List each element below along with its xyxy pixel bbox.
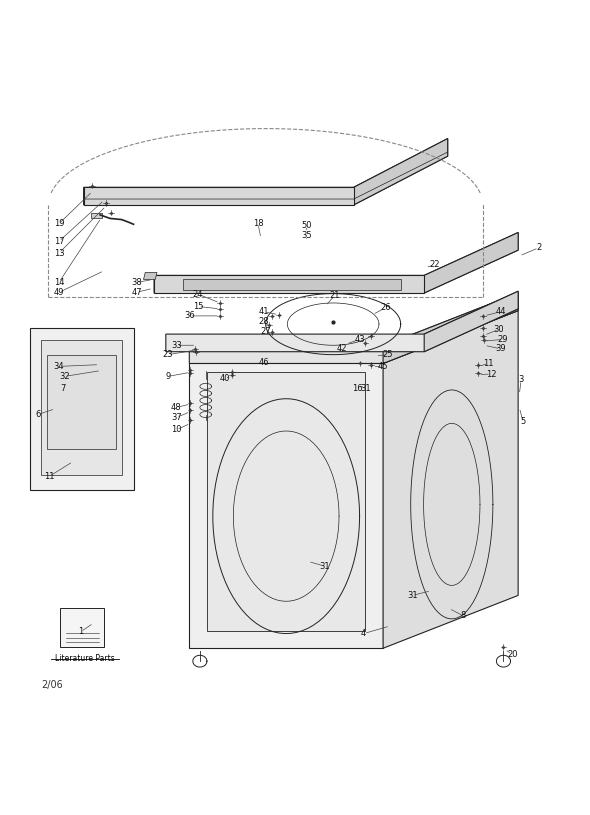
Text: 34: 34 [54, 362, 64, 371]
Text: 23: 23 [163, 350, 173, 359]
Polygon shape [183, 280, 401, 290]
Text: 2/06: 2/06 [41, 680, 63, 689]
Text: 40: 40 [219, 373, 230, 382]
Text: 47: 47 [131, 288, 142, 297]
Text: 31: 31 [360, 384, 371, 393]
Polygon shape [91, 213, 103, 218]
Text: 9: 9 [166, 372, 171, 381]
Polygon shape [154, 275, 424, 293]
Text: 5: 5 [520, 416, 526, 425]
Text: 32: 32 [60, 372, 70, 381]
Polygon shape [207, 372, 365, 631]
Text: 31: 31 [319, 562, 330, 570]
Text: 26: 26 [380, 303, 391, 312]
Text: 28: 28 [258, 317, 269, 326]
Text: 20: 20 [507, 650, 517, 659]
Text: 11: 11 [484, 359, 494, 368]
Text: 45: 45 [378, 362, 388, 371]
Polygon shape [30, 328, 133, 490]
Polygon shape [424, 232, 518, 293]
Text: 43: 43 [354, 335, 365, 344]
Polygon shape [189, 293, 518, 363]
Text: 42: 42 [337, 344, 348, 353]
Text: 4: 4 [361, 629, 366, 638]
Text: 1: 1 [78, 628, 83, 637]
Text: 19: 19 [54, 219, 64, 228]
Text: 22: 22 [429, 260, 440, 269]
Polygon shape [354, 139, 448, 205]
Text: 6: 6 [35, 410, 41, 419]
Text: 14: 14 [54, 278, 64, 287]
Polygon shape [143, 272, 157, 280]
Text: 48: 48 [171, 403, 182, 412]
Text: 7: 7 [60, 384, 65, 393]
Text: 33: 33 [171, 341, 182, 350]
Text: 31: 31 [407, 591, 418, 600]
Polygon shape [166, 291, 518, 352]
Text: 12: 12 [486, 369, 496, 378]
Text: 2: 2 [536, 243, 541, 253]
Text: 8: 8 [461, 611, 466, 620]
Polygon shape [424, 291, 518, 352]
Polygon shape [84, 139, 448, 205]
Text: Literature Parts: Literature Parts [55, 654, 115, 663]
Text: 24: 24 [193, 289, 204, 298]
Text: 21: 21 [329, 292, 340, 301]
Polygon shape [41, 340, 122, 475]
Text: 29: 29 [497, 335, 508, 344]
Polygon shape [60, 608, 104, 647]
Text: 3: 3 [519, 376, 524, 385]
Text: 27: 27 [260, 327, 271, 336]
Text: 41: 41 [258, 307, 269, 316]
Text: 44: 44 [495, 307, 506, 316]
Polygon shape [383, 293, 518, 363]
Polygon shape [154, 232, 518, 293]
Text: 35: 35 [301, 231, 312, 240]
Polygon shape [189, 363, 383, 648]
Text: 15: 15 [193, 302, 204, 311]
Text: 50: 50 [301, 221, 312, 230]
Polygon shape [47, 355, 116, 448]
Text: 13: 13 [54, 249, 64, 258]
Text: 38: 38 [131, 278, 142, 287]
Text: 46: 46 [258, 359, 269, 368]
Text: 49: 49 [54, 288, 64, 297]
Text: 11: 11 [44, 472, 55, 481]
Text: 39: 39 [495, 344, 506, 353]
Text: 10: 10 [171, 425, 182, 434]
Polygon shape [84, 187, 354, 205]
Text: 37: 37 [171, 413, 182, 422]
Polygon shape [383, 311, 518, 648]
Text: 17: 17 [54, 237, 64, 246]
Text: 16: 16 [352, 384, 363, 393]
Text: 25: 25 [382, 350, 392, 359]
Text: 18: 18 [253, 219, 263, 228]
Text: 30: 30 [493, 325, 504, 334]
Text: 36: 36 [184, 311, 195, 320]
